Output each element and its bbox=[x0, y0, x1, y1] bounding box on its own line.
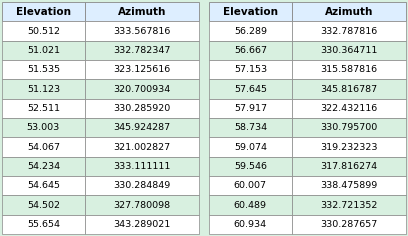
Text: 51.535: 51.535 bbox=[27, 65, 60, 74]
Bar bbox=[85, 118, 199, 137]
Text: Azimuth: Azimuth bbox=[118, 7, 166, 17]
Text: 51.021: 51.021 bbox=[27, 46, 60, 55]
Text: 57.917: 57.917 bbox=[234, 104, 267, 113]
Text: 58.734: 58.734 bbox=[234, 123, 267, 132]
Text: 330.287657: 330.287657 bbox=[320, 220, 377, 229]
Text: 60.489: 60.489 bbox=[234, 201, 267, 210]
Bar bbox=[209, 157, 292, 176]
Text: 54.645: 54.645 bbox=[27, 181, 60, 190]
Bar bbox=[85, 157, 199, 176]
Bar bbox=[2, 79, 85, 99]
Text: 57.153: 57.153 bbox=[234, 65, 267, 74]
Bar bbox=[209, 137, 292, 157]
Bar bbox=[2, 99, 85, 118]
Text: 343.289021: 343.289021 bbox=[113, 220, 171, 229]
Bar bbox=[85, 41, 199, 60]
Bar bbox=[209, 79, 292, 99]
Bar bbox=[292, 79, 406, 99]
Text: 345.924287: 345.924287 bbox=[113, 123, 171, 132]
Bar bbox=[292, 215, 406, 234]
Text: 332.787816: 332.787816 bbox=[320, 26, 377, 35]
Text: 54.234: 54.234 bbox=[27, 162, 60, 171]
Bar bbox=[85, 60, 199, 79]
Text: 56.667: 56.667 bbox=[234, 46, 267, 55]
Text: 322.432116: 322.432116 bbox=[320, 104, 377, 113]
Text: 330.284849: 330.284849 bbox=[113, 181, 171, 190]
Text: 60.007: 60.007 bbox=[234, 181, 267, 190]
Text: 330.285920: 330.285920 bbox=[113, 104, 171, 113]
Bar bbox=[209, 41, 292, 60]
Bar bbox=[85, 99, 199, 118]
Bar bbox=[292, 41, 406, 60]
Bar bbox=[209, 60, 292, 79]
Text: 60.934: 60.934 bbox=[234, 220, 267, 229]
Bar bbox=[292, 195, 406, 215]
Text: 317.816274: 317.816274 bbox=[320, 162, 377, 171]
Text: 330.364711: 330.364711 bbox=[320, 46, 377, 55]
Text: 52.511: 52.511 bbox=[27, 104, 60, 113]
Bar bbox=[209, 176, 292, 195]
Bar bbox=[2, 157, 85, 176]
Text: 50.512: 50.512 bbox=[27, 26, 60, 35]
Bar bbox=[209, 118, 292, 137]
Text: 51.123: 51.123 bbox=[27, 84, 60, 93]
Bar bbox=[292, 21, 406, 41]
Text: 59.074: 59.074 bbox=[234, 143, 267, 152]
Bar bbox=[2, 195, 85, 215]
Text: 54.067: 54.067 bbox=[27, 143, 60, 152]
Text: 319.232323: 319.232323 bbox=[320, 143, 378, 152]
Bar bbox=[85, 195, 199, 215]
Text: 332.721352: 332.721352 bbox=[320, 201, 377, 210]
Bar bbox=[2, 215, 85, 234]
Text: 333.567816: 333.567816 bbox=[113, 26, 171, 35]
Text: 53.003: 53.003 bbox=[27, 123, 60, 132]
Bar bbox=[2, 21, 85, 41]
Bar bbox=[292, 2, 406, 21]
Bar bbox=[292, 118, 406, 137]
Bar bbox=[85, 137, 199, 157]
Bar bbox=[209, 2, 292, 21]
Text: 323.125616: 323.125616 bbox=[113, 65, 171, 74]
Bar bbox=[209, 195, 292, 215]
Text: 320.700934: 320.700934 bbox=[113, 84, 171, 93]
Bar bbox=[85, 215, 199, 234]
Bar bbox=[292, 99, 406, 118]
Text: Azimuth: Azimuth bbox=[325, 7, 373, 17]
Bar bbox=[2, 41, 85, 60]
Bar bbox=[85, 79, 199, 99]
Text: 327.780098: 327.780098 bbox=[113, 201, 171, 210]
Text: 57.645: 57.645 bbox=[234, 84, 267, 93]
Text: 338.475899: 338.475899 bbox=[320, 181, 377, 190]
Text: 56.289: 56.289 bbox=[234, 26, 267, 35]
Bar bbox=[2, 60, 85, 79]
Text: 330.795700: 330.795700 bbox=[320, 123, 377, 132]
Bar bbox=[292, 176, 406, 195]
Text: 55.654: 55.654 bbox=[27, 220, 60, 229]
Bar bbox=[209, 21, 292, 41]
Bar bbox=[292, 157, 406, 176]
Text: 54.502: 54.502 bbox=[27, 201, 60, 210]
Bar bbox=[85, 176, 199, 195]
Text: 345.816787: 345.816787 bbox=[320, 84, 377, 93]
Bar bbox=[85, 21, 199, 41]
Bar bbox=[2, 137, 85, 157]
Bar bbox=[209, 215, 292, 234]
Text: 332.782347: 332.782347 bbox=[113, 46, 171, 55]
Text: 333.111111: 333.111111 bbox=[113, 162, 171, 171]
Text: 321.002827: 321.002827 bbox=[113, 143, 171, 152]
Bar bbox=[292, 60, 406, 79]
Text: 59.546: 59.546 bbox=[234, 162, 267, 171]
Bar bbox=[209, 99, 292, 118]
Text: Elevation: Elevation bbox=[223, 7, 278, 17]
Bar bbox=[292, 137, 406, 157]
Bar bbox=[85, 2, 199, 21]
Text: Elevation: Elevation bbox=[16, 7, 71, 17]
Bar bbox=[2, 118, 85, 137]
Bar bbox=[2, 2, 85, 21]
Text: 315.587816: 315.587816 bbox=[320, 65, 377, 74]
Bar bbox=[2, 176, 85, 195]
